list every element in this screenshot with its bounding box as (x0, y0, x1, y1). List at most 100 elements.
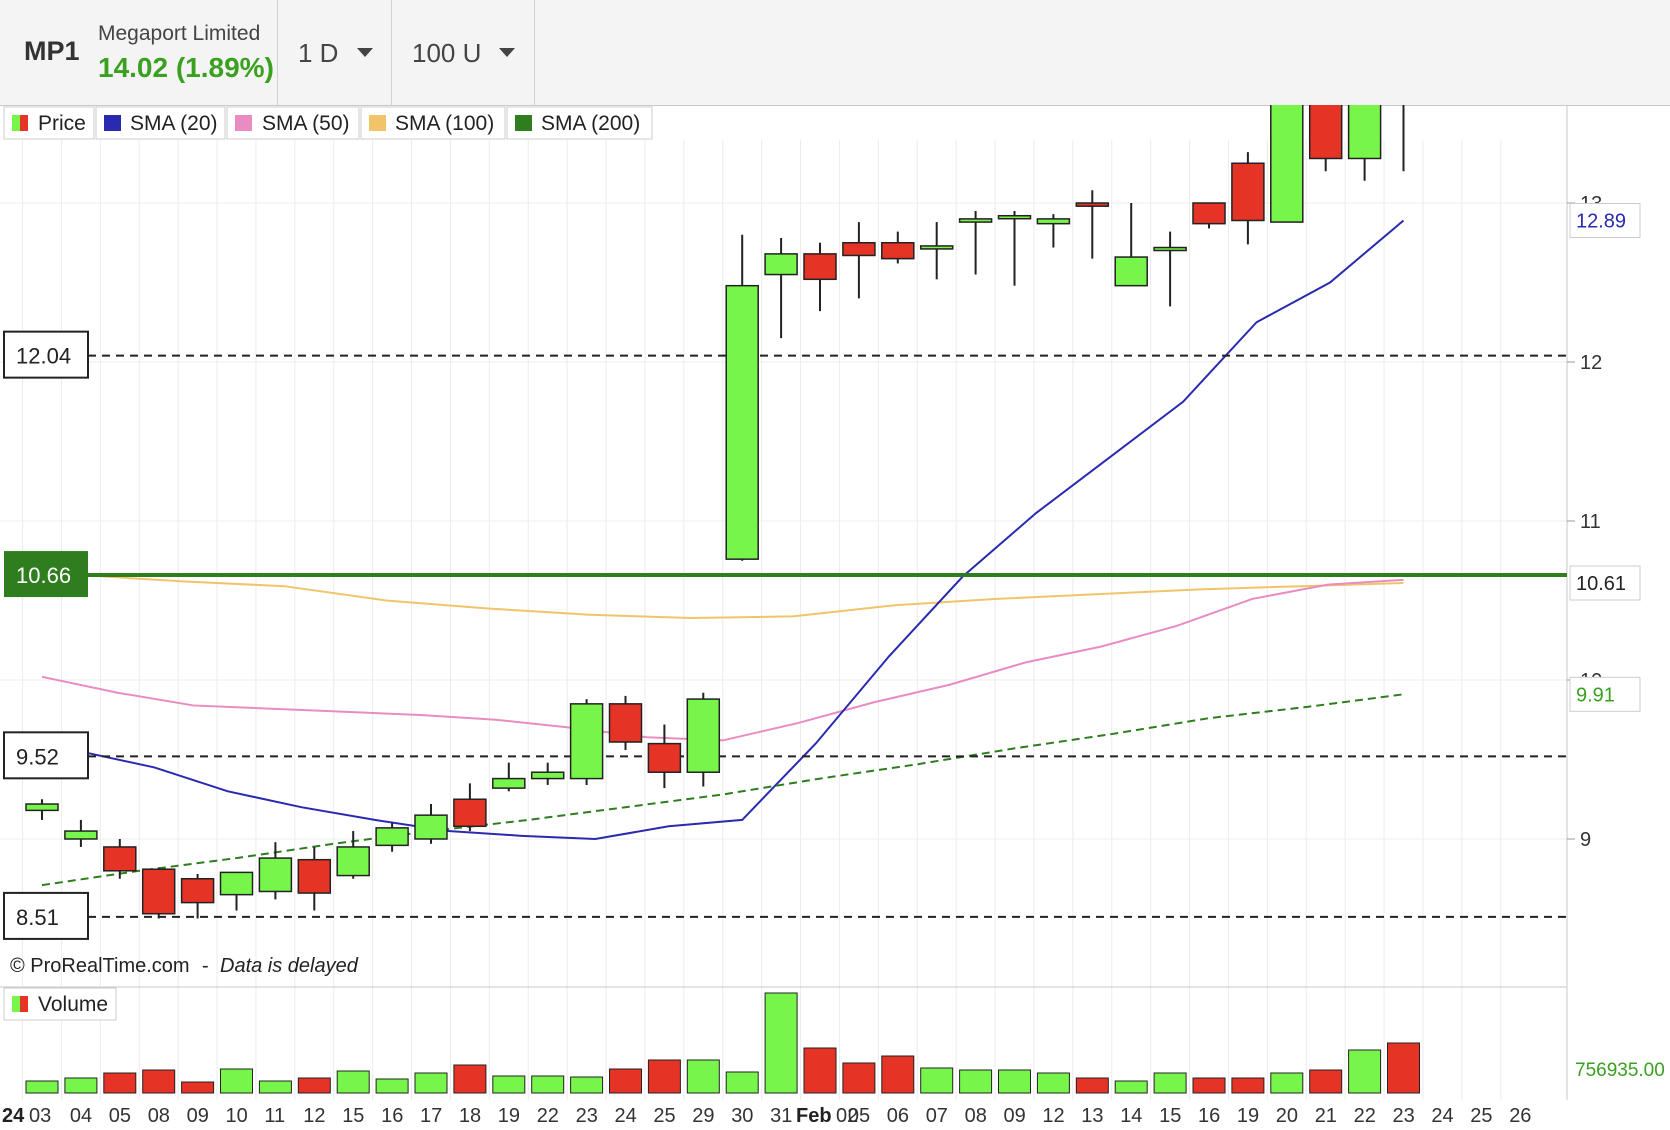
volume-bar (375, 1078, 409, 1094)
volume-bar (842, 1062, 876, 1094)
y-marker-box (1569, 565, 1641, 601)
x-tick-label: 19 (498, 1105, 520, 1127)
units-value: 100 U (412, 38, 482, 68)
x-tick-label: 22 (537, 1105, 559, 1127)
x-tick-label: 08 (148, 1105, 170, 1127)
volume-bar (25, 1080, 59, 1094)
volume-bar (64, 1077, 98, 1094)
candle-body (608, 703, 643, 743)
volume-bar (881, 1055, 915, 1094)
candles (25, 105, 1405, 919)
volume-legend-up-swatch (12, 996, 20, 1012)
x-tick-label: 19 (1237, 1105, 1259, 1127)
x-tick-label: 15 (342, 1105, 364, 1127)
candle-body (1308, 105, 1343, 160)
sma100-line (80, 574, 1404, 619)
candle-body (297, 858, 332, 894)
price-legend-up-swatch (12, 115, 20, 131)
candle-body (686, 698, 721, 773)
candle-body (258, 857, 293, 893)
y-tick-label: 11 (1580, 511, 1601, 533)
volume-bar (220, 1068, 253, 1094)
chart-header: MP1 Megaport Limited 14.02 (1.89%) 1 D 1… (0, 0, 1670, 106)
candle-body (647, 742, 682, 773)
y-tick-label: 9 (1580, 829, 1591, 851)
volume-bar (998, 1069, 1031, 1094)
volume-bar (531, 1075, 565, 1094)
x-tick-label: 31 (770, 1105, 792, 1127)
volume-bar (647, 1059, 681, 1094)
credits-source: © ProRealTime.com (10, 955, 190, 977)
candle-body (1075, 202, 1110, 207)
volume-legend: Volume (3, 987, 117, 1021)
volume-bar (297, 1077, 331, 1094)
x-tick-label: 16 (1198, 1105, 1220, 1127)
candle-body (336, 846, 370, 877)
candle-body (1153, 246, 1187, 252)
candle-body (375, 827, 409, 847)
x-tick-label: 25 (1470, 1105, 1492, 1127)
x-tick-label: 02 (836, 1105, 858, 1127)
x-tick-label: 14 (1120, 1105, 1142, 1127)
price-quote: 14.02 (1.89%) (98, 52, 274, 83)
x-tick-label: 21 (1315, 1105, 1337, 1127)
candle-body (141, 868, 176, 915)
sma20-line (80, 219, 1405, 841)
volume-bar (142, 1069, 176, 1094)
volume-bar (1075, 1077, 1109, 1094)
candle-body (803, 253, 837, 281)
volume-bar (1270, 1072, 1304, 1094)
candle-body (103, 846, 137, 872)
candle-body (414, 814, 448, 840)
y-marker-label: 10.61 (1576, 573, 1626, 595)
symbol: MP1 (24, 36, 80, 66)
sma200-line (41, 693, 1404, 887)
units-dropdown[interactable]: 100 U (392, 0, 535, 105)
candle-body (764, 253, 798, 276)
level-label: 10.66 (16, 563, 71, 588)
volume-bar (609, 1068, 642, 1094)
volume-bar (492, 1075, 526, 1094)
legend-sma20: SMA (20) (130, 112, 218, 135)
candle-body (1192, 202, 1226, 225)
y-marker-box (1569, 202, 1641, 238)
x-tick-label: 13 (1081, 1105, 1103, 1127)
candle-body (842, 242, 876, 257)
x-tick-label: 15 (1159, 1105, 1181, 1127)
interval-dropdown[interactable]: 1 D (278, 0, 392, 105)
sma50-line (41, 578, 1404, 742)
x-tick-label: 10 (226, 1105, 248, 1127)
x-tick-label: 29 (692, 1105, 714, 1127)
x-tick-label: 22 (1354, 1105, 1376, 1127)
price-legend-down-swatch (20, 115, 28, 131)
x-axis: 24 03 04 05 08 09 10 11 12 15 16 17 18 19 22 23 24 25 29 30… (2, 1105, 1531, 1127)
legend-sma50: SMA (50) (262, 112, 350, 135)
volume-bar (1231, 1077, 1265, 1094)
level-label: 12.04 (16, 344, 71, 369)
sma200-legend-swatch (515, 115, 532, 131)
sma20-legend-swatch (104, 115, 121, 131)
candle-body (1036, 218, 1071, 225)
y-marker-label: 12.89 (1576, 210, 1626, 232)
volume-bar (1114, 1080, 1148, 1094)
candle-body (1231, 162, 1265, 222)
candle-body (997, 214, 1032, 220)
legend-volume: Volume (38, 993, 108, 1016)
volume-bar (414, 1072, 448, 1094)
volume-bar (1192, 1077, 1226, 1094)
x-tick-label: 05 (848, 1105, 870, 1127)
candle-body (569, 703, 604, 780)
credits-delay: Data is delayed (220, 955, 359, 977)
candle-body (725, 284, 759, 560)
company-name: Megaport Limited (98, 22, 261, 45)
level-label-box (3, 330, 89, 379)
x-tick-label: 23 (1393, 1105, 1415, 1127)
volume-last-value: 756935.00 (1575, 1060, 1665, 1081)
x-tick-label: 09 (1004, 1105, 1026, 1127)
instrument-cell[interactable]: MP1 Megaport Limited 14.02 (1.89%) (0, 0, 278, 105)
y-tick-label: 12 (1580, 352, 1602, 374)
credits-separator: - (202, 955, 209, 977)
